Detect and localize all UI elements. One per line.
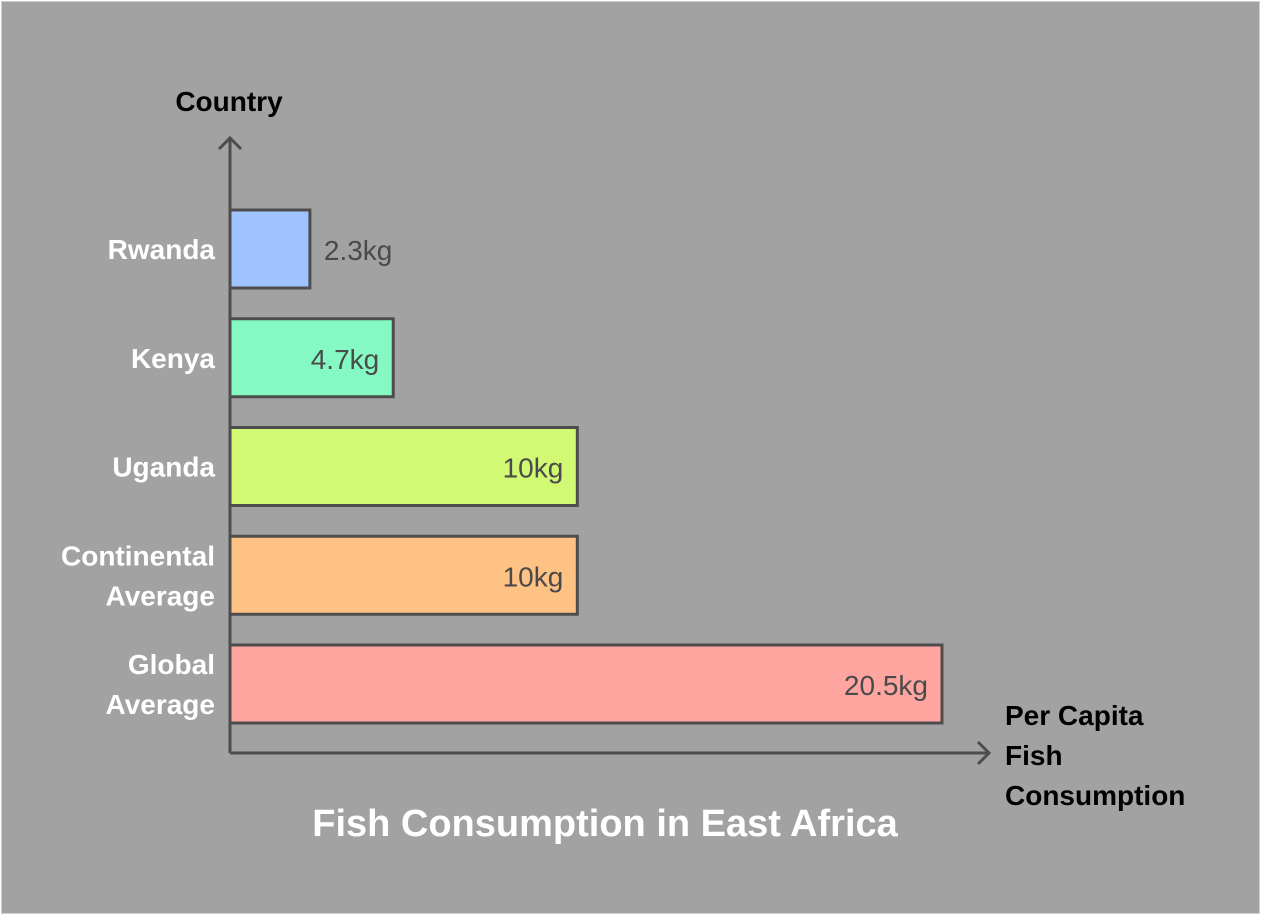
data-label: 4.7kg xyxy=(311,344,380,375)
bar-kenya xyxy=(228,317,395,399)
data-label: 20.5kg xyxy=(844,670,928,701)
bar-rwanda xyxy=(228,208,312,290)
data-label: 2.3kg xyxy=(324,235,393,266)
category-label: Continental Average xyxy=(61,540,215,611)
data-label: 10kg xyxy=(503,561,564,592)
y-axis-label: Country xyxy=(175,86,283,117)
chart-title: Fish Consumption in East Africa xyxy=(312,803,898,845)
category-label: Uganda xyxy=(112,452,215,483)
y-axis-arrow-icon xyxy=(217,135,243,151)
bar-continental-average xyxy=(228,534,579,616)
category-label: Global Average xyxy=(106,649,215,720)
category-label: Kenya xyxy=(131,343,215,374)
x-axis-label: Per Capita Fish Consumption xyxy=(1005,700,1185,811)
category-label: Rwanda xyxy=(108,234,216,265)
data-label: 10kg xyxy=(503,453,564,484)
x-axis-arrow-icon xyxy=(976,740,992,766)
bar-uganda xyxy=(228,426,579,507)
bar-global-average xyxy=(228,643,944,725)
